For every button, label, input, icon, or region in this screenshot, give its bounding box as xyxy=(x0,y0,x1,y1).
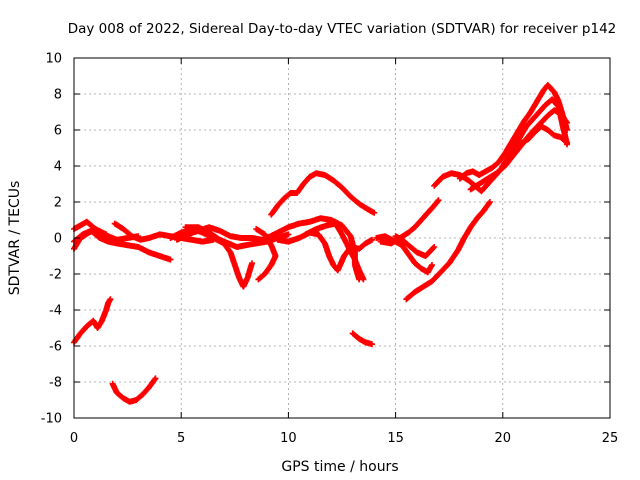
y-tick-label: 0 xyxy=(54,232,62,247)
series-markers xyxy=(71,296,114,346)
y-tick-label: 6 xyxy=(54,124,62,139)
x-tick-label: 0 xyxy=(70,431,78,446)
y-tick-label: -8 xyxy=(49,376,62,391)
y-tick-label: 2 xyxy=(54,196,62,211)
series-trace-5 xyxy=(71,296,114,346)
series-markers xyxy=(392,233,438,259)
y-tick-label: 10 xyxy=(45,52,62,67)
x-tick-label: 20 xyxy=(495,431,512,446)
series-markers xyxy=(268,170,378,218)
x-tick-label: 5 xyxy=(177,431,185,446)
series-markers xyxy=(506,123,571,160)
series-markers xyxy=(302,220,367,283)
series-trace-6 xyxy=(109,375,159,405)
x-tick-label: 10 xyxy=(280,431,297,446)
ticks: 0 5 10 15 20 25 -10 -8 -6 -4 -2 0 2 4 6 8 10 xyxy=(41,52,619,447)
y-tick-label: -2 xyxy=(49,268,62,283)
series-trace-14 xyxy=(302,220,367,283)
series-markers xyxy=(403,199,493,303)
series-markers xyxy=(373,233,435,276)
series-trace-18 xyxy=(392,233,438,259)
x-axis-title: GPS time / hours xyxy=(281,459,398,475)
series-markers xyxy=(377,197,442,247)
y-tick-label: -10 xyxy=(41,412,62,427)
series-markers xyxy=(109,375,159,405)
x-tick-label: 15 xyxy=(387,431,404,446)
y-axis-title: SDTVAR / TECUs xyxy=(7,181,23,296)
series-trace-22 xyxy=(467,107,571,193)
y-tick-label: -4 xyxy=(49,304,62,319)
series-trace-21 xyxy=(456,82,571,182)
series-trace-16 xyxy=(373,233,435,276)
series-trace-17 xyxy=(377,197,442,247)
series-trace-19 xyxy=(403,199,493,303)
data-layer xyxy=(71,82,571,405)
chart-title: Day 008 of 2022, Sidereal Day-to-day VTE… xyxy=(68,21,617,37)
y-tick-label: -6 xyxy=(49,340,62,355)
series-trace-15 xyxy=(349,330,375,348)
y-tick-label: 8 xyxy=(54,88,62,103)
series-trace-23 xyxy=(506,123,571,160)
series-markers xyxy=(467,107,571,193)
x-tick-label: 25 xyxy=(602,431,619,446)
series-trace-12 xyxy=(268,170,378,218)
y-tick-label: 4 xyxy=(54,160,62,175)
series-markers xyxy=(456,82,571,182)
series-markers xyxy=(349,330,375,348)
